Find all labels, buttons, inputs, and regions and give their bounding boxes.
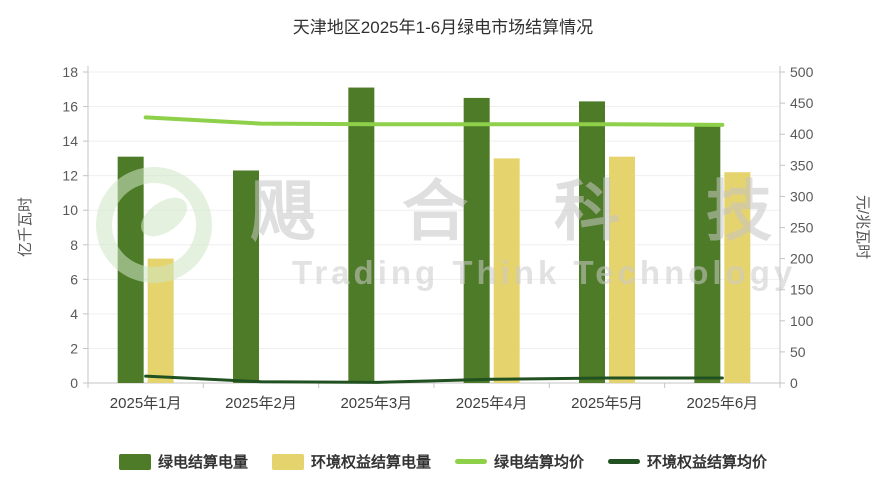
left-axis-tick-label: 8 bbox=[70, 237, 78, 253]
right-axis-title: 元/兆瓦时 bbox=[854, 195, 871, 259]
legend-item-green-volume[interactable]: 绿电结算电量 bbox=[118, 451, 248, 472]
x-axis-label: 2025年2月 bbox=[225, 395, 297, 412]
legend-swatch-env-price bbox=[608, 459, 641, 464]
bar-s0-c1 bbox=[233, 170, 259, 383]
right-axis-tick-label: 300 bbox=[790, 188, 814, 204]
left-axis-title: 亿千瓦时 bbox=[17, 197, 34, 257]
left-axis-tick-label: 10 bbox=[62, 202, 78, 218]
bar-s1-c0 bbox=[147, 258, 174, 383]
legend-swatch-env-volume bbox=[271, 453, 304, 470]
chart-title: 天津地区2025年1-6月绿电市场结算情况 bbox=[292, 18, 594, 37]
left-axis-tick-label: 0 bbox=[70, 375, 78, 391]
right-axis-tick-label: 450 bbox=[790, 95, 814, 111]
bar-s1-c3 bbox=[493, 158, 520, 383]
bar-s0-c4 bbox=[579, 101, 605, 383]
legend-swatch-green-price bbox=[455, 459, 487, 464]
x-axis-label: 2025年4月 bbox=[456, 395, 528, 412]
bar-s1-c5 bbox=[724, 172, 751, 383]
legend-item-green-price[interactable]: 绿电结算均价 bbox=[455, 451, 584, 472]
right-axis-tick-label: 150 bbox=[790, 282, 814, 298]
x-axis-label: 2025年3月 bbox=[340, 395, 412, 412]
left-axis-tick-label: 16 bbox=[62, 99, 78, 115]
x-axis-label: 2025年1月 bbox=[110, 395, 182, 412]
right-axis-tick-label: 100 bbox=[790, 313, 814, 329]
left-axis-tick-label: 2 bbox=[70, 340, 78, 356]
right-axis-tick-label: 200 bbox=[790, 251, 814, 267]
bar-s0-c5 bbox=[694, 125, 721, 384]
right-axis-tick-label: 400 bbox=[790, 126, 814, 142]
bar-s0-c0 bbox=[117, 156, 144, 383]
legend-label-env-price: 环境权益结算均价 bbox=[647, 454, 768, 471]
legend-item-env-price[interactable]: 环境权益结算均价 bbox=[608, 451, 767, 472]
bar-s0-c3 bbox=[463, 97, 490, 384]
left-axis-tick-label: 18 bbox=[62, 64, 78, 80]
legend: 绿电结算电量 环境权益结算电量 绿电结算均价 环境权益结算均价 bbox=[0, 451, 886, 472]
left-axis-tick-label: 6 bbox=[70, 271, 78, 287]
right-axis-tick-label: 250 bbox=[790, 220, 814, 236]
bar-s0-c2 bbox=[348, 87, 375, 384]
legend-label-env-volume: 环境权益结算电量 bbox=[310, 454, 431, 471]
legend-item-env-volume[interactable]: 环境权益结算电量 bbox=[271, 451, 431, 472]
left-axis-tick-label: 14 bbox=[62, 133, 78, 149]
right-axis-tick-label: 0 bbox=[790, 375, 798, 391]
right-axis-tick-label: 350 bbox=[790, 157, 814, 173]
right-axis-tick-label: 500 bbox=[790, 64, 814, 80]
line-series-1 bbox=[144, 374, 724, 384]
legend-label-green-price: 绿电结算均价 bbox=[494, 454, 585, 471]
left-axis-tick-label: 4 bbox=[70, 306, 78, 322]
legend-swatch-green-volume bbox=[118, 453, 151, 470]
bar-s1-c4 bbox=[609, 156, 635, 383]
right-axis-tick-label: 50 bbox=[790, 344, 806, 360]
x-axis-label: 2025年5月 bbox=[571, 395, 643, 412]
line-series-0 bbox=[143, 115, 725, 127]
left-axis-tick-label: 12 bbox=[62, 168, 78, 184]
legend-label-green-volume: 绿电结算电量 bbox=[157, 454, 248, 471]
x-axis-label: 2025年6月 bbox=[686, 395, 758, 412]
